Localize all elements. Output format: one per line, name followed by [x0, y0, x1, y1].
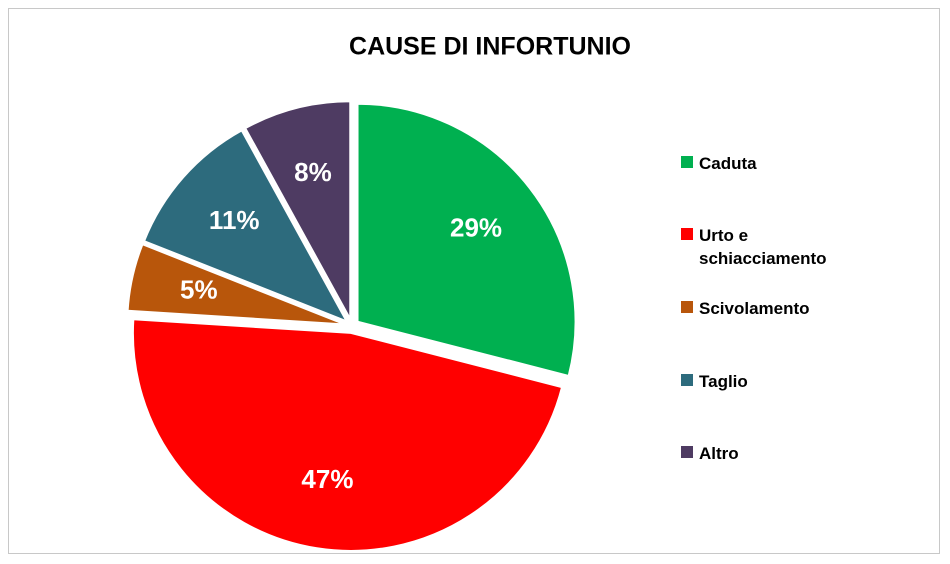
- legend-item: Urto e schiacciamento: [681, 224, 856, 270]
- pie-slice: [243, 100, 352, 320]
- pie-slice: [142, 128, 349, 324]
- pie-slice: [131, 318, 564, 552]
- legend-item: Caduta: [681, 152, 856, 175]
- legend-item: Altro: [681, 442, 856, 465]
- data-label: 47%: [301, 464, 353, 494]
- legend-swatch: [681, 228, 693, 240]
- legend-item: Scivolamento: [681, 297, 856, 320]
- data-label: 5%: [180, 275, 218, 305]
- legend-label: Altro: [699, 444, 739, 463]
- data-label: 8%: [294, 157, 332, 187]
- legend-label: Taglio: [699, 372, 748, 391]
- pie-slice: [126, 242, 346, 326]
- legend-label: Caduta: [699, 154, 757, 173]
- legend-swatch: [681, 446, 693, 458]
- legend-label: Urto e schiacciamento: [699, 226, 827, 268]
- data-label: 11%: [209, 205, 260, 235]
- legend-item: Taglio: [681, 370, 856, 393]
- legend-label: Scivolamento: [699, 299, 810, 318]
- data-label: 29%: [450, 213, 502, 243]
- pie-slice: [356, 102, 577, 378]
- legend-swatch: [681, 301, 693, 313]
- legend-swatch: [681, 374, 693, 386]
- chart-title: CAUSE DI INFORTUNIO: [349, 33, 631, 61]
- chart-frame: [8, 8, 940, 554]
- legend-swatch: [681, 156, 693, 168]
